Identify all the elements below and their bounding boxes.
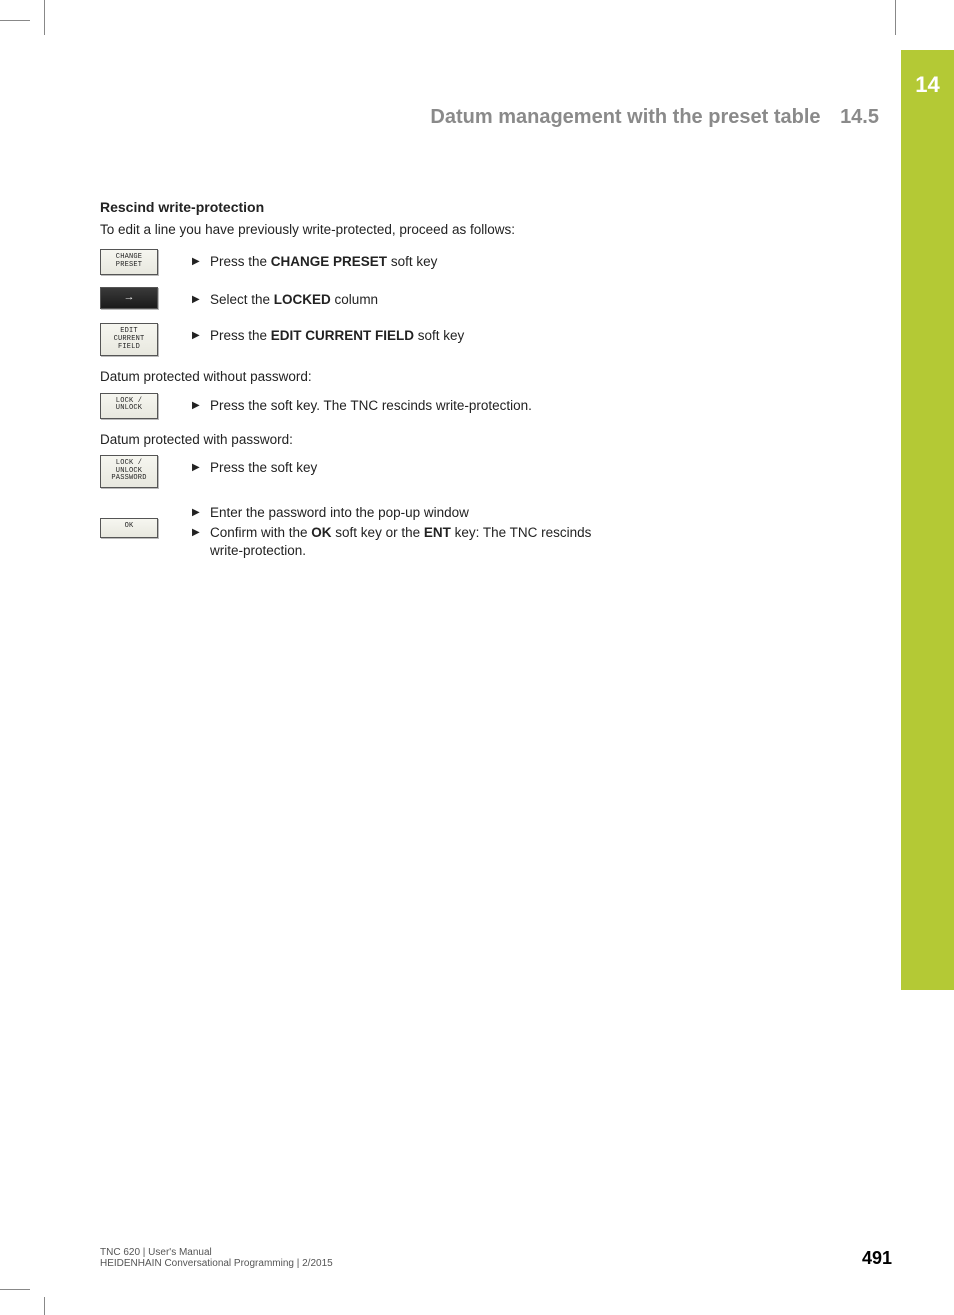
softkey-arrow-right: → (100, 287, 158, 309)
triangle-bullet-icon: ▶ (192, 327, 210, 345)
step-text: ▶ Press the soft key (192, 459, 620, 477)
intro-text: To edit a line you have previously write… (100, 221, 620, 239)
step-row: LOCK / UNLOCK ▶ Press the soft key. The … (100, 393, 620, 419)
subheading: Rescind write-protection (100, 198, 620, 217)
triangle-bullet-icon: ▶ (192, 253, 210, 271)
crop-mark (44, 0, 45, 35)
step-text: ▶ Select the LOCKED column (192, 291, 620, 309)
page-header: Datum management with the preset table 1… (100, 106, 879, 129)
crop-mark (44, 1297, 45, 1315)
arrow-right-icon: → (126, 292, 133, 304)
step-text: ▶ Press the soft key. The TNC rescinds w… (192, 397, 620, 415)
step-text: ▶ Press the CHANGE PRESET soft key (192, 253, 620, 271)
step-text: ▶ Press the EDIT CURRENT FIELD soft key (192, 327, 620, 345)
chapter-number: 14 (901, 50, 954, 98)
step-row: CHANGE PRESET ▶ Press the CHANGE PRESET … (100, 249, 620, 275)
footer-text: TNC 620 | User's Manual HEIDENHAIN Conve… (100, 1247, 333, 1269)
step-row: → ▶ Select the LOCKED column (100, 287, 620, 311)
triangle-bullet-icon: ▶ (192, 524, 210, 560)
step-text: ▶ Confirm with the OK soft key or the EN… (192, 524, 620, 560)
chapter-tab: 14 (901, 50, 954, 990)
step-row: OK ▶ Enter the password into the pop-up … (100, 500, 620, 563)
subsection-label: Datum protected with password: (100, 431, 620, 449)
triangle-bullet-icon: ▶ (192, 397, 210, 415)
triangle-bullet-icon: ▶ (192, 291, 210, 309)
crop-mark (0, 1289, 30, 1290)
softkey-lock-unlock-password: LOCK / UNLOCK PASSWORD (100, 455, 158, 488)
softkey-lock-unlock: LOCK / UNLOCK (100, 393, 158, 419)
main-content: Rescind write-protection To edit a line … (100, 198, 620, 575)
page-footer: TNC 620 | User's Manual HEIDENHAIN Conve… (100, 1247, 892, 1269)
step-text: ▶ Enter the password into the pop-up win… (192, 504, 620, 522)
crop-mark (0, 20, 30, 21)
softkey-change-preset: CHANGE PRESET (100, 249, 158, 275)
softkey-ok: OK (100, 518, 158, 538)
step-row: LOCK / UNLOCK PASSWORD ▶ Press the soft … (100, 455, 620, 488)
section-number: 14.5 (840, 106, 879, 128)
page-number: 491 (862, 1248, 892, 1269)
triangle-bullet-icon: ▶ (192, 504, 210, 522)
triangle-bullet-icon: ▶ (192, 459, 210, 477)
softkey-edit-current-field: EDIT CURRENT FIELD (100, 323, 158, 356)
subsection-label: Datum protected without password: (100, 368, 620, 386)
step-row: EDIT CURRENT FIELD ▶ Press the EDIT CURR… (100, 323, 620, 356)
header-title: Datum management with the preset table (430, 106, 820, 128)
crop-mark (895, 0, 896, 35)
